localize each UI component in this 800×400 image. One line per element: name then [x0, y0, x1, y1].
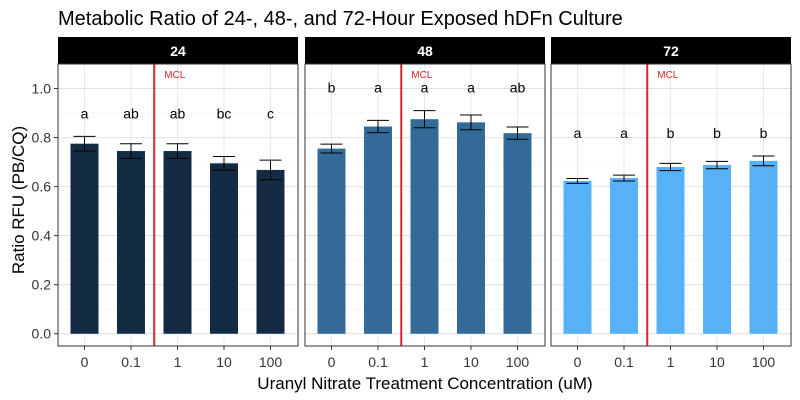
error-bar — [460, 114, 482, 131]
x-tick-label: 0.1 — [614, 354, 634, 370]
x-tick-label: 100 — [259, 354, 283, 370]
bar — [163, 151, 192, 334]
significance-label: a — [374, 80, 382, 96]
strip-background — [305, 37, 545, 64]
error-bar — [259, 159, 282, 181]
error-bar — [367, 119, 389, 134]
strip-label: 72 — [663, 43, 679, 59]
mcl-label: MCL — [657, 70, 679, 81]
x-axis-title: Uranyl Nitrate Treatment Concentration (… — [257, 374, 592, 393]
bar — [563, 180, 592, 334]
x-tick-label: 0 — [574, 354, 582, 370]
significance-label: b — [713, 125, 721, 141]
bar — [210, 163, 238, 334]
error-bar — [706, 160, 728, 170]
x-tick-label: 10 — [709, 354, 725, 370]
significance-label: ab — [123, 105, 139, 121]
strip-background — [58, 37, 298, 64]
bar — [749, 160, 778, 334]
y-axis-title: Ratio RFU (PB/CQ) — [9, 126, 28, 274]
significance-label: a — [81, 105, 89, 121]
y-tick-label: 0.6 — [32, 179, 52, 195]
significance-label: b — [760, 125, 768, 141]
chart-title: Metabolic Ratio of 24-, 48-, and 72-Hour… — [58, 8, 623, 30]
x-tick-label: 0 — [328, 354, 336, 370]
error-bar — [320, 143, 343, 154]
bar — [117, 151, 145, 334]
significance-label: ab — [170, 105, 186, 121]
y-tick-label: 0.8 — [32, 130, 52, 146]
error-bar — [659, 162, 682, 172]
x-tick-label: 0 — [81, 354, 89, 370]
x-tick-label: 100 — [752, 354, 776, 370]
x-tick-label: 0.1 — [368, 354, 388, 370]
x-tick-label: 1 — [174, 354, 182, 370]
error-bar — [506, 126, 529, 140]
x-tick-label: 10 — [216, 354, 232, 370]
bar — [364, 126, 392, 334]
facet-panel-48: 48 b a a a ab MCL 0 0.1 1 10 100 — [304, 37, 546, 370]
error-bar — [166, 143, 189, 159]
y-tick-label: 0.2 — [32, 277, 52, 293]
significance-label: bc — [217, 105, 232, 121]
bar — [503, 133, 532, 334]
error-bar — [566, 178, 589, 184]
significance-label: a — [421, 80, 429, 96]
error-bar — [73, 135, 96, 152]
y-tick-label: 0.0 — [32, 326, 52, 342]
bar — [317, 148, 346, 334]
y-axis: 0.0 0.2 0.4 0.6 0.8 1.0 — [32, 81, 58, 342]
x-tick-label: 0.1 — [121, 354, 141, 370]
facet-panel-72: 72 a a b b b MCL 0 0.1 1 10 100 — [550, 37, 792, 370]
significance-label: b — [667, 125, 675, 141]
bar — [656, 166, 685, 334]
significance-label: a — [620, 125, 628, 141]
x-tick-label: 10 — [463, 354, 479, 370]
significance-label: c — [267, 105, 274, 121]
mcl-label: MCL — [411, 70, 433, 81]
x-tick-label: 1 — [421, 354, 429, 370]
mcl-label: MCL — [164, 70, 186, 81]
strip-background — [551, 37, 791, 64]
x-tick-label: 100 — [506, 354, 530, 370]
y-tick-label: 0.4 — [32, 228, 52, 244]
bar — [610, 178, 638, 334]
strip-label: 48 — [417, 43, 433, 59]
significance-label: a — [574, 125, 582, 141]
significance-label: ab — [510, 80, 526, 96]
error-bar — [413, 110, 436, 129]
bar — [703, 165, 731, 334]
error-bar — [213, 155, 235, 171]
facet-panel-24: 24 a ab ab bc c MCL 0 0.1 1 10 100 — [57, 37, 299, 370]
y-tick-label: 1.0 — [32, 81, 52, 97]
bar — [70, 143, 99, 334]
strip-label: 24 — [170, 43, 186, 59]
significance-label: b — [328, 80, 336, 96]
error-bar — [752, 155, 775, 167]
bar — [410, 119, 439, 334]
error-bar — [613, 174, 635, 182]
x-tick-label: 1 — [667, 354, 675, 370]
bar — [256, 169, 285, 334]
significance-label: a — [467, 80, 475, 96]
error-bar — [120, 143, 142, 159]
bar — [457, 122, 485, 334]
